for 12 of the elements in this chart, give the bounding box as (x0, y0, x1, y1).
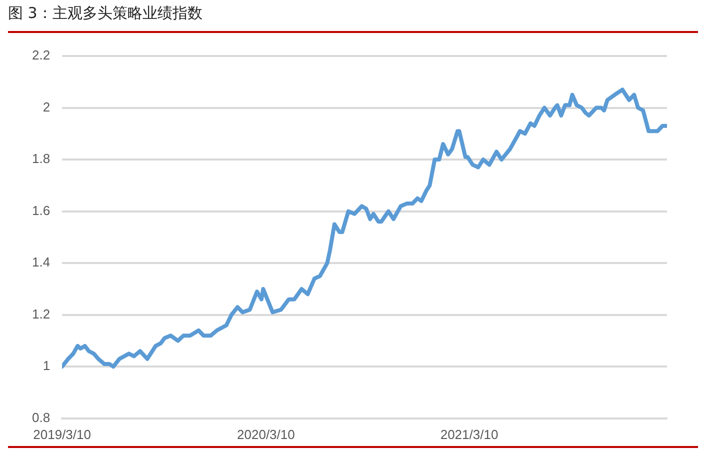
y-tick-label: 2.2 (32, 48, 50, 63)
y-tick-label: 1.6 (32, 202, 50, 218)
x-tick-label: 2021/3/10 (440, 426, 498, 442)
y-tick-label: 1.2 (32, 306, 50, 322)
y-tick-label: 1.4 (32, 254, 50, 270)
y-tick-label: 1.8 (32, 151, 50, 166)
x-tick-label: 2020/3/10 (237, 426, 295, 442)
y-tick-label: 2 (42, 99, 50, 114)
x-tick-label: 2019/3/10 (33, 426, 91, 442)
y-tick-label: 0.8 (32, 410, 50, 425)
chart-title: 图 3：主观多头策略业绩指数 (8, 4, 202, 23)
y-tick-label: 1 (42, 358, 50, 374)
